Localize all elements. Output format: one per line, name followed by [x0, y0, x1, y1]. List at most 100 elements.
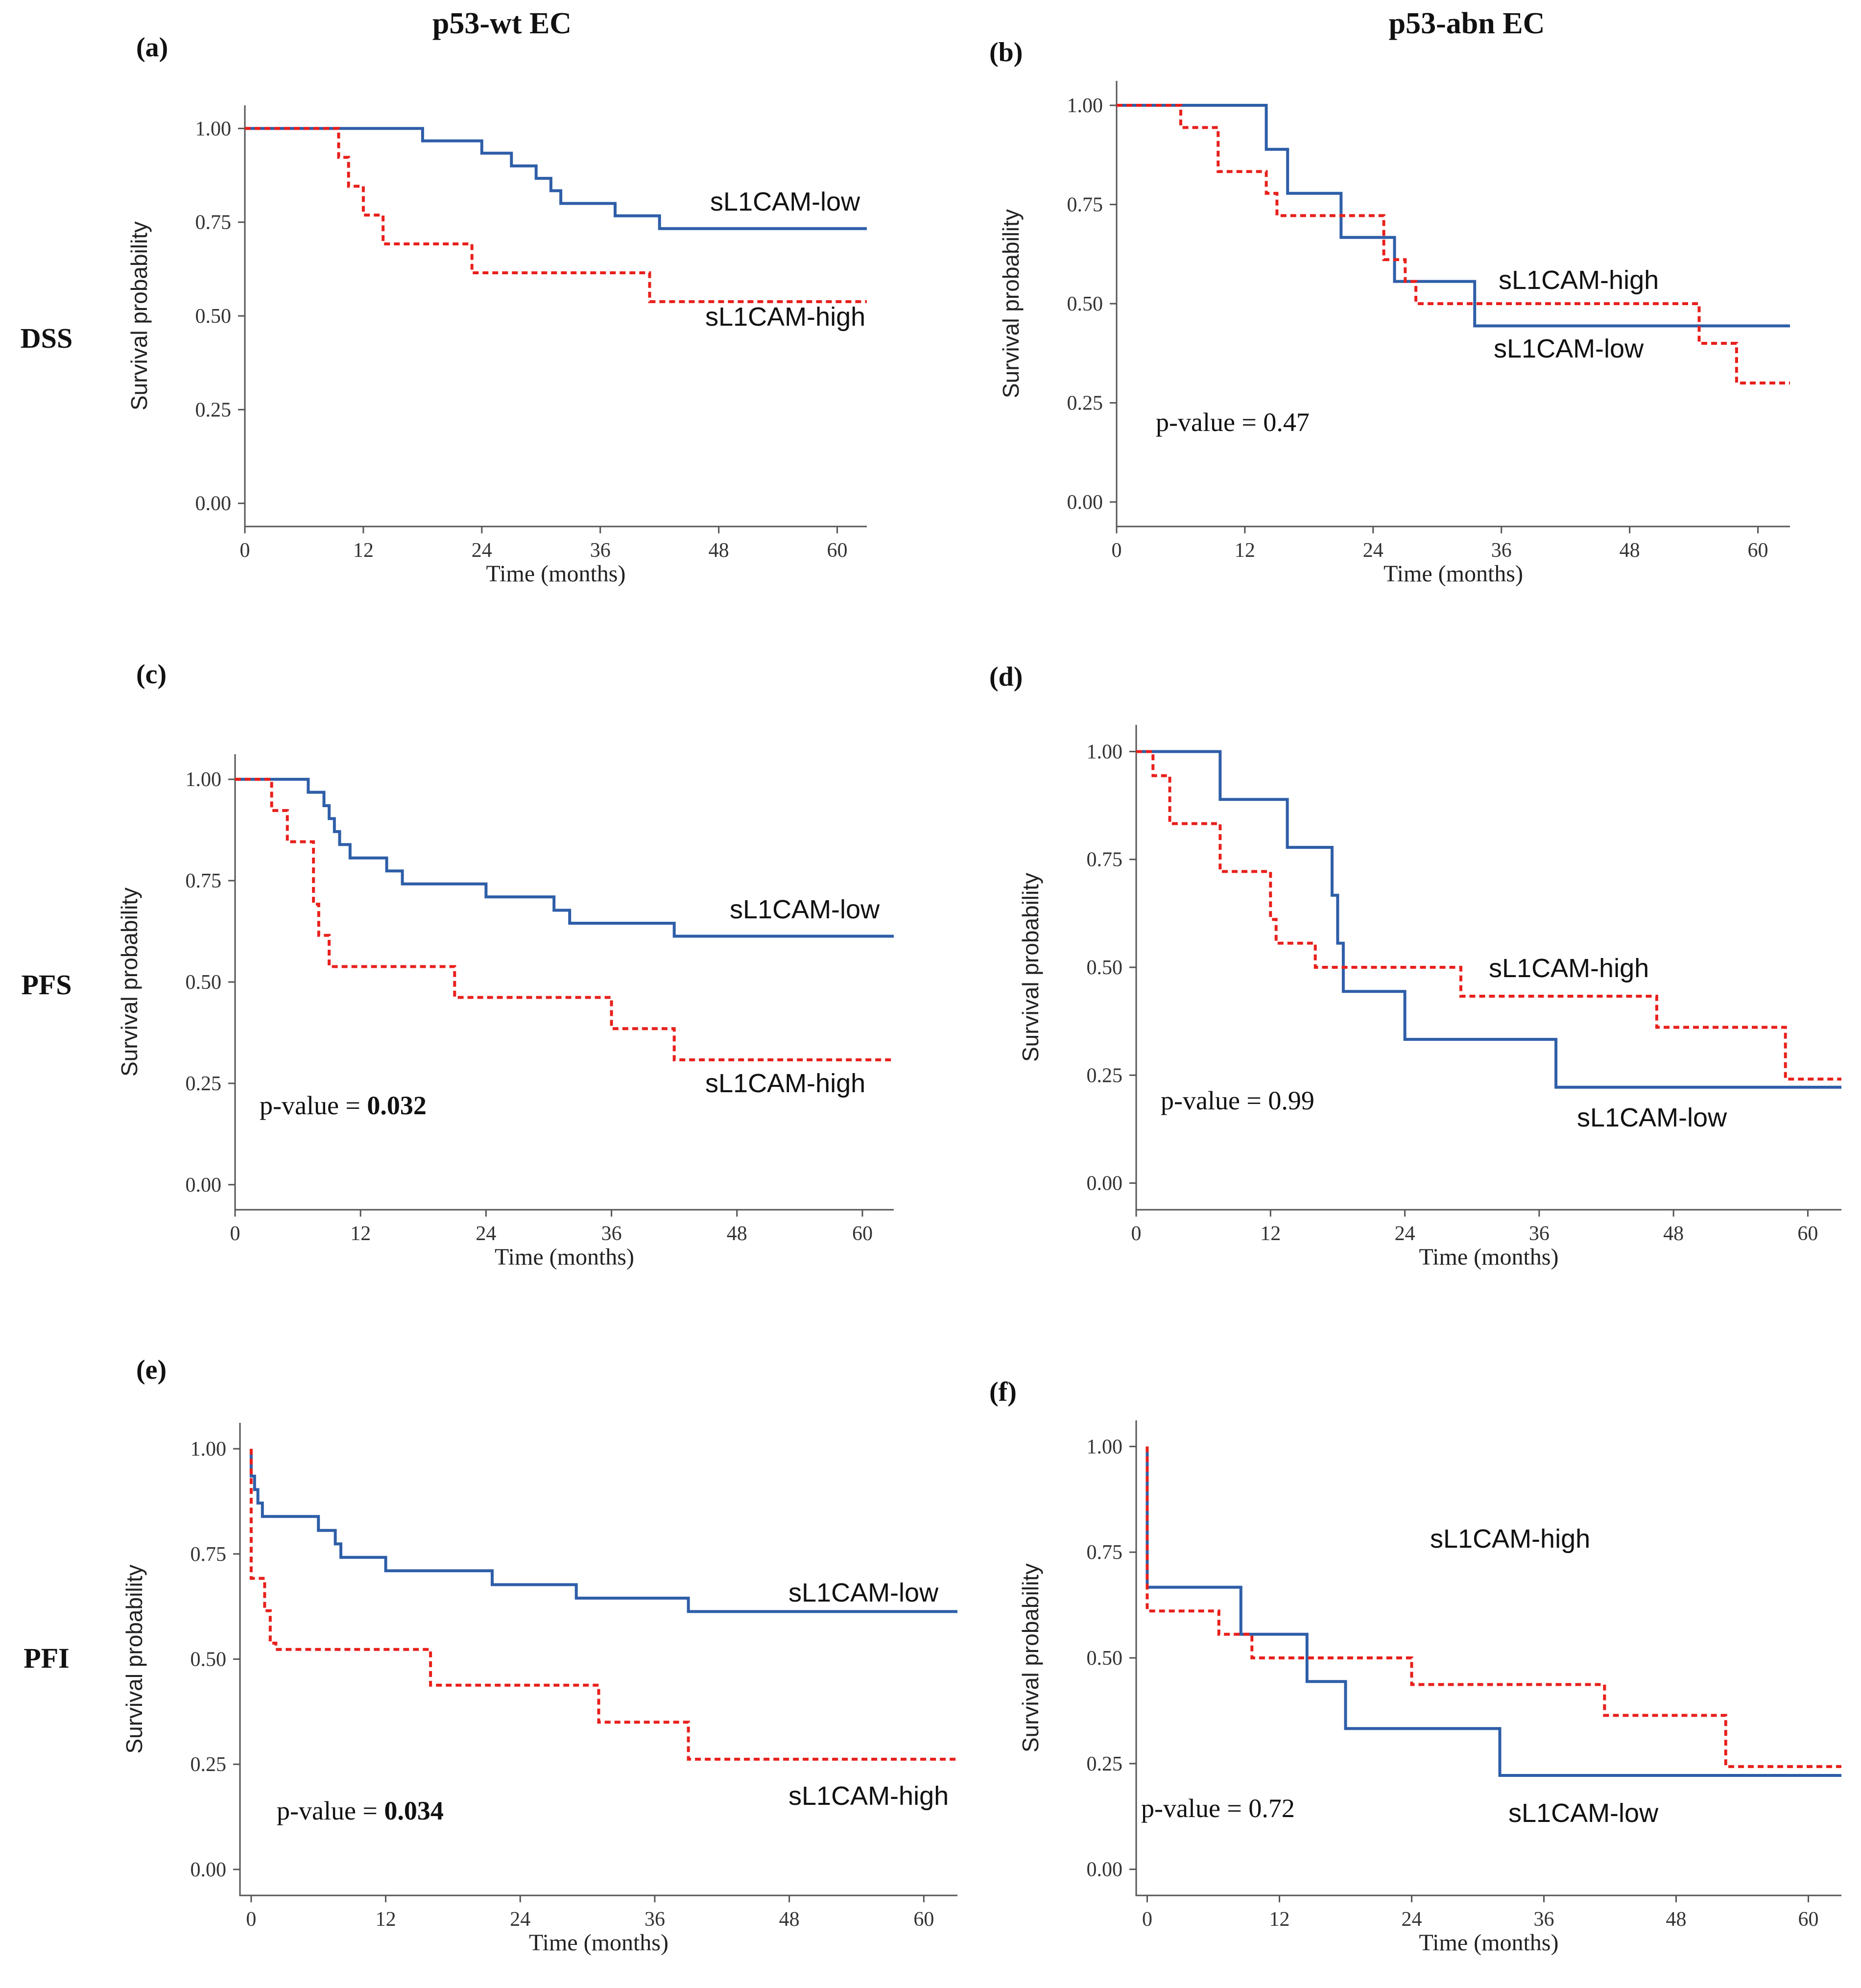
x-axis-label: Time (months)	[529, 1930, 668, 1956]
y-axis-label: Survival probability	[126, 221, 152, 410]
y-tick-label: 0.00	[1067, 491, 1103, 514]
km-panel-f: (f) 0.00 0.25 0.50 0.75 1.00 0 12 24 36 48 60 Time (…	[989, 1377, 1841, 1956]
y-axis-label: Survival probability	[1018, 1563, 1043, 1752]
y-tick-label: 1.00	[1087, 1436, 1123, 1458]
y-tick-label: 0.75	[191, 1543, 227, 1566]
p-value-number: 0.034	[384, 1796, 444, 1825]
y-tick-label: 0.75	[1067, 194, 1103, 216]
y-tick-label: 0.25	[195, 399, 232, 421]
km-panel-e: (e) 0.00 0.25 0.50 0.75 1.00 0 12 24 36 48 60 Time (…	[121, 1355, 957, 1956]
y-tick-label: 1.00	[186, 768, 222, 791]
panel-letter: (e)	[136, 1355, 167, 1385]
series-line-sl1cam-low	[245, 127, 867, 230]
y-tick-label: 0.50	[1087, 1647, 1123, 1670]
x-tick-label: 60	[827, 539, 848, 562]
y-axis-label: Survival probability	[1018, 873, 1043, 1062]
legend-label: sL1CAM-high	[1489, 954, 1649, 983]
axis-lines	[1135, 1420, 1841, 1896]
y-tick-label: 1.00	[1087, 741, 1123, 763]
row-label-pfi: PFI	[24, 1642, 69, 1674]
y-tick-label: 0.25	[1087, 1064, 1123, 1087]
p-value-prefix: p-value =	[1156, 407, 1263, 437]
panel-letter: (f)	[989, 1377, 1017, 1407]
y-tick-label: 0.50	[191, 1649, 227, 1671]
series-line-sl1cam-low	[1145, 1446, 1841, 1777]
p-value-label: p-value = 0.99	[1161, 1086, 1314, 1115]
y-tick-label: 0.50	[195, 305, 232, 328]
axis-lines	[239, 1423, 957, 1896]
x-tick-label: 36	[1529, 1222, 1550, 1245]
y-tick-label: 1.00	[1067, 95, 1103, 117]
series-line-sl1cam-high	[249, 1449, 957, 1761]
legend-label: sL1CAM-low	[710, 187, 860, 216]
column-title-p53wt: p53-wt EC	[432, 7, 572, 40]
y-axis-label: Survival probability	[117, 887, 142, 1077]
y-tick-label: 1.00	[195, 118, 232, 140]
y-tick-label: 0.25	[186, 1073, 222, 1095]
y-tick-label: 0.25	[1067, 392, 1103, 414]
p-value-number: 0.72	[1248, 1794, 1295, 1823]
legend-label: sL1CAM-high	[705, 1069, 865, 1098]
series-line-sl1cam-high	[235, 778, 894, 1061]
p-value-label: p-value = 0.034	[277, 1796, 444, 1825]
x-tick-label: 0	[246, 1908, 256, 1931]
x-tick-label: 48	[709, 539, 729, 562]
y-tick-label: 0.25	[1087, 1753, 1123, 1775]
x-axis-label: Time (months)	[495, 1244, 634, 1270]
y-tick-label: 0.50	[186, 971, 222, 994]
row-label-pfs: PFS	[21, 969, 72, 1001]
km-panel-c: (c) 0.00 0.25 0.50 0.75 1.00 0 12 24 36 48 60 Time (…	[117, 659, 894, 1270]
y-tick-label: 0.50	[1067, 293, 1103, 315]
x-tick-label: 12	[376, 1908, 396, 1931]
x-tick-label: 48	[1620, 539, 1640, 562]
x-tick-label: 12	[1235, 539, 1255, 562]
p-value-label: p-value = 0.032	[260, 1091, 427, 1120]
series-line-sl1cam-low	[235, 778, 894, 938]
legend-label: sL1CAM-low	[730, 895, 880, 924]
x-tick-label: 12	[350, 1222, 371, 1245]
x-tick-label: 36	[1534, 1908, 1554, 1931]
x-axis-label: Time (months)	[1419, 1244, 1559, 1270]
y-tick-label: 1.00	[191, 1438, 227, 1461]
p-value-prefix: p-value =	[260, 1091, 367, 1120]
legend-label: sL1CAM-high	[1430, 1524, 1590, 1554]
axis-lines	[1116, 81, 1790, 527]
x-tick-label: 36	[644, 1908, 665, 1931]
y-tick-label: 0.00	[186, 1174, 222, 1197]
x-tick-label: 36	[590, 539, 611, 562]
km-panel-b: (b) 0.00 0.25 0.50 0.75 1.00 0 12 24 36 48 60 Time (…	[989, 37, 1790, 587]
p-value-prefix: p-value =	[1141, 1794, 1248, 1823]
legend-label: sL1CAM-low	[1577, 1103, 1727, 1132]
x-tick-label: 60	[1748, 539, 1768, 562]
x-tick-label: 12	[353, 539, 374, 562]
x-tick-label: 48	[727, 1222, 747, 1245]
panel-letter: (a)	[136, 32, 168, 63]
series-line-sl1cam-high	[1117, 104, 1790, 384]
x-tick-label: 48	[1663, 1222, 1684, 1245]
legend-label: sL1CAM-low	[788, 1578, 939, 1607]
x-axis-label: Time (months)	[486, 561, 626, 587]
y-tick-label: 0.00	[191, 1859, 227, 1881]
x-tick-label: 24	[476, 1222, 496, 1245]
x-tick-label: 24	[1363, 539, 1384, 562]
series-line-sl1cam-high	[245, 127, 867, 303]
legend-label: sL1CAM-high	[705, 302, 865, 332]
x-tick-label: 24	[510, 1908, 530, 1931]
x-tick-label: 0	[230, 1222, 240, 1245]
km-panel-d: (d) 0.00 0.25 0.50 0.75 1.00 0 12 24 36 48 60 Time (…	[989, 662, 1841, 1270]
x-tick-label: 12	[1269, 1908, 1290, 1931]
x-axis-label: Time (months)	[1419, 1930, 1559, 1956]
x-tick-label: 36	[601, 1222, 622, 1245]
series-line-sl1cam-low	[1117, 104, 1790, 328]
x-tick-label: 0	[1131, 1222, 1142, 1245]
series-line-sl1cam-low	[249, 1449, 957, 1613]
y-tick-label: 0.25	[191, 1753, 227, 1776]
x-tick-label: 60	[913, 1908, 934, 1931]
p-value-prefix: p-value =	[277, 1796, 384, 1825]
p-value-number: 0.47	[1263, 407, 1310, 437]
x-tick-label: 0	[1112, 539, 1122, 562]
p-value-prefix: p-value =	[1161, 1086, 1268, 1115]
x-tick-label: 24	[1395, 1222, 1415, 1245]
series-line-sl1cam-high	[1145, 1446, 1841, 1768]
